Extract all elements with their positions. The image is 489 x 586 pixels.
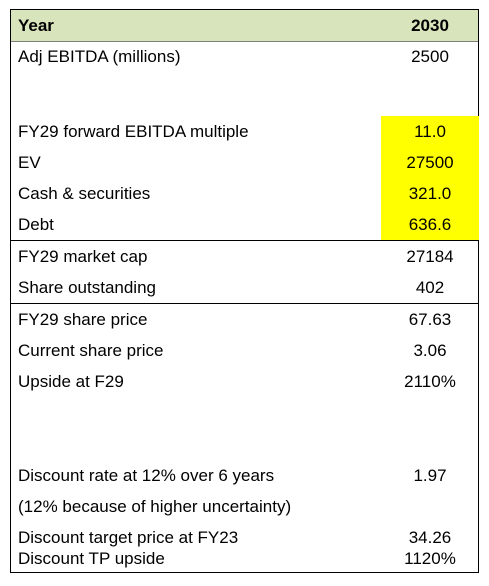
row-value: 2110% [404,372,456,391]
header-year: 2030 [411,16,449,35]
row-label: EV [18,153,41,172]
row-value: 1120% [404,549,456,568]
row-share-price: FY29 share price 67.63 [11,304,478,335]
row-value-highlighted: 636.6 [381,209,479,240]
header-label: Year [18,16,54,35]
row-label: Upside at F29 [18,372,124,391]
row-label: FY29 forward EBITDA multiple [18,122,249,141]
row-discount-rate: Discount rate at 12% over 6 years 1.97 [11,460,478,491]
row-value: 402 [415,278,445,297]
row-adj-ebitda: Adj EBITDA (millions) 2500 [11,41,478,72]
row-upside: Upside at F29 2110% [11,366,478,397]
row-value: 67.63 [408,310,452,329]
row-discount-tp-upside: Discount TP upside 1120% [11,543,478,574]
row-discount-target-price: Discount target price at FY23 34.26 [11,522,478,553]
row-value: 34.26 [408,528,452,547]
row-label: Discount TP upside [18,549,165,568]
row-label: (12% because of higher uncertainty) [18,497,292,516]
row-uncertainty-note: (12% because of higher uncertainty) [11,491,478,522]
row-value-highlighted: 11.0 [381,116,479,147]
row-label: Cash & securities [18,184,151,203]
row-share-outstanding: Share outstanding 402 [11,272,478,303]
row-label: Current share price [18,341,164,360]
row-ebitda-multiple: FY29 forward EBITDA multiple 11.0 [11,116,479,147]
row-debt: Debt 636.6 [11,209,479,240]
row-value: 1.97 [413,466,447,485]
row-label: Debt [18,215,54,234]
section-divider [11,303,478,304]
row-label: FY29 share price [18,310,148,329]
row-label: Adj EBITDA (millions) [18,47,181,66]
row-value: 3.06 [413,341,447,360]
row-value-highlighted: 321.0 [381,178,479,209]
row-label: Share outstanding [18,278,156,297]
row-label: Discount target price at FY23 [18,528,239,547]
row-market-cap: FY29 market cap 27184 [11,241,478,272]
row-current-share-price: Current share price 3.06 [11,335,478,366]
section-divider [11,240,478,241]
row-cash-securities: Cash & securities 321.0 [11,178,479,209]
valuation-table: Year 2030 Adj EBITDA (millions) 2500 FY2… [10,9,479,573]
row-ev: EV 27500 [11,147,479,178]
row-label: Discount rate at 12% over 6 years [18,466,275,485]
row-label: FY29 market cap [18,247,148,266]
row-value: 27184 [406,247,454,266]
header-row: Year 2030 [11,10,478,42]
row-value-highlighted: 27500 [381,147,479,178]
row-value: 2500 [411,47,449,66]
